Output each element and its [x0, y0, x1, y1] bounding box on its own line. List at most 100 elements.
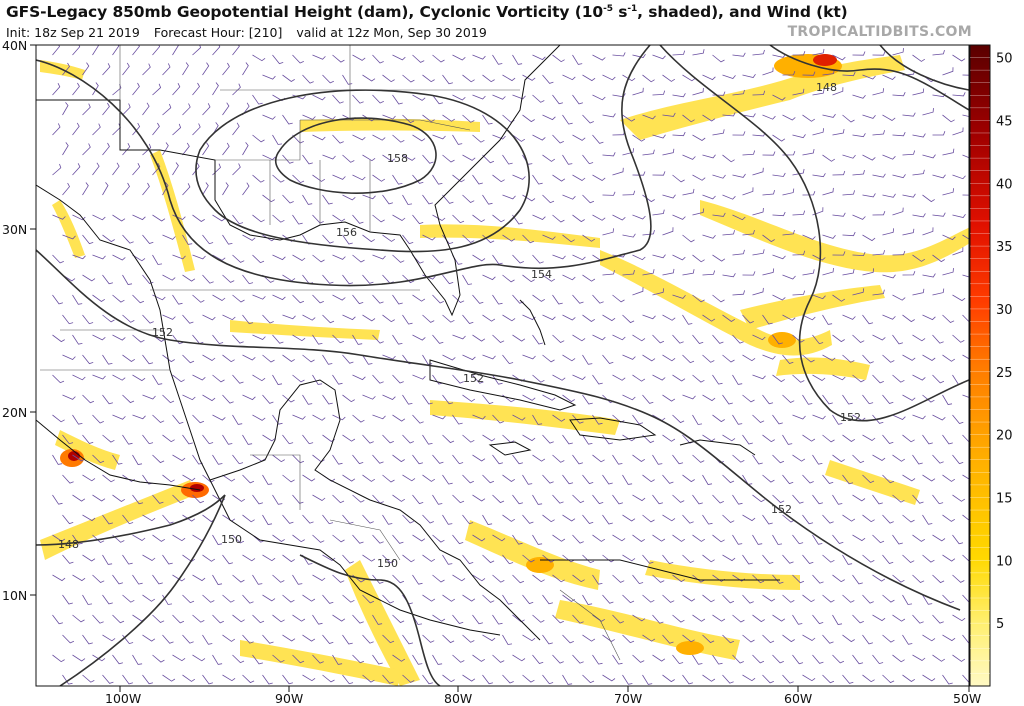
wind-barb-icon [512, 654, 526, 662]
wind-barb-icon [552, 454, 565, 463]
wind-barb-icon [702, 74, 716, 81]
wind-barb-icon [852, 51, 866, 56]
wind-barb-icon [512, 414, 526, 421]
wind-barb-icon [282, 194, 294, 204]
wind-barb-icon [542, 594, 553, 605]
wind-barb-icon [862, 314, 874, 325]
wind-barb-icon [812, 89, 825, 96]
wind-barb-icon [532, 174, 543, 185]
wind-barb-icon [672, 174, 685, 183]
wind-barb-icon [582, 354, 593, 365]
wind-barb-icon [572, 494, 585, 504]
wind-barb-icon [782, 114, 796, 121]
wind-barb-icon [122, 103, 131, 116]
wind-barb-icon [852, 133, 866, 138]
wind-barb-icon [732, 52, 746, 57]
wind-barb-icon [712, 212, 726, 217]
wind-barb-icon [742, 514, 756, 522]
wind-barb-icon [72, 163, 81, 176]
wind-barb-icon [862, 74, 876, 80]
wind-barb-icon [752, 414, 765, 423]
wind-barb-icon [202, 594, 215, 603]
wind-barb-icon [912, 88, 925, 96]
wind-barb-icon [332, 254, 346, 260]
wind-barb-icon [732, 614, 745, 623]
wind-barb-icon [762, 554, 774, 564]
wind-barb-icon [672, 214, 686, 220]
lon-label: 60W [784, 691, 812, 706]
wind-barb-icon [452, 174, 465, 183]
wind-barb-icon [452, 334, 466, 340]
wind-barb-icon [762, 234, 775, 243]
wind-barb-icon [752, 494, 765, 503]
wind-barb-icon [732, 173, 746, 178]
wind-barb-icon [622, 74, 636, 82]
wind-barb-icon [162, 103, 172, 116]
wind-barb-icon [452, 494, 465, 504]
wind-barb-icon [852, 494, 866, 502]
wind-barb-icon [82, 274, 96, 282]
wind-barb-icon [272, 134, 283, 145]
wind-barb-icon [222, 274, 235, 283]
wind-barb-icon [162, 234, 176, 240]
wind-barb-icon [792, 574, 805, 584]
wind-barb-icon [552, 334, 565, 343]
wind-barb-icon [162, 394, 175, 404]
wind-barb-icon [222, 394, 234, 404]
wind-barb-icon [632, 134, 646, 142]
wind-barb-icon [772, 334, 783, 345]
wind-barb-icon [792, 654, 804, 665]
wind-barb-icon [902, 228, 915, 236]
wind-barb-icon [672, 334, 684, 344]
wind-barb-icon [392, 454, 405, 463]
wind-barb-icon [482, 594, 495, 603]
wind-barb-icon [612, 52, 626, 57]
wind-barb-icon [592, 54, 606, 61]
wind-barb-icon [502, 674, 514, 684]
wind-barb-icon [752, 287, 764, 296]
wind-barb-icon [422, 634, 435, 643]
wind-barb-icon [192, 374, 206, 381]
wind-barb-icon [242, 62, 249, 76]
lon-label: 90W [275, 691, 303, 706]
wind-barb-icon [162, 634, 174, 644]
wind-barb-icon [912, 614, 924, 624]
wind-barb-icon [152, 214, 166, 222]
wind-barb-icon [652, 574, 665, 583]
wind-barb-icon [922, 474, 936, 482]
wind-barb-icon [392, 414, 406, 422]
wind-barb-icon [592, 494, 604, 505]
wind-barb-icon [142, 594, 156, 602]
wind-barb-icon [372, 94, 384, 104]
forecast-info: Init: 18z Sep 21 2019 Forecast Hour: [21… [6, 25, 497, 40]
wind-barb-icon [822, 267, 834, 276]
wind-barb-icon [922, 154, 936, 159]
wind-barb-icon [872, 414, 884, 424]
wind-barb-icon [592, 654, 603, 665]
wind-barb-icon [492, 94, 506, 100]
wind-barb-icon [522, 114, 535, 123]
wind-barb-icon [882, 474, 895, 484]
wind-barb-icon [922, 314, 936, 321]
wind-barb-icon [472, 454, 486, 462]
wind-barb-icon [482, 74, 495, 83]
wind-barb-icon [372, 614, 383, 625]
wind-barb-icon [952, 334, 965, 343]
wind-barb-icon [482, 274, 496, 281]
wind-barb-icon [122, 474, 136, 482]
wind-barb-icon [202, 354, 216, 361]
wind-barb-icon [522, 474, 533, 485]
wind-barb-icon [802, 354, 815, 363]
wind-barb-icon [282, 634, 296, 642]
wind-barb-icon [232, 214, 244, 225]
wind-barb-icon [822, 314, 833, 325]
wind-barb-icon [722, 273, 736, 278]
wind-barb-icon [702, 270, 716, 276]
wind-barb-icon [712, 174, 726, 179]
wind-barb-icon [882, 74, 896, 80]
wind-barb-icon [802, 71, 816, 76]
wind-barb-icon [72, 574, 86, 582]
wind-barb-icon [262, 354, 275, 363]
wind-barb-icon [252, 414, 266, 421]
wind-barb-icon [812, 494, 824, 505]
